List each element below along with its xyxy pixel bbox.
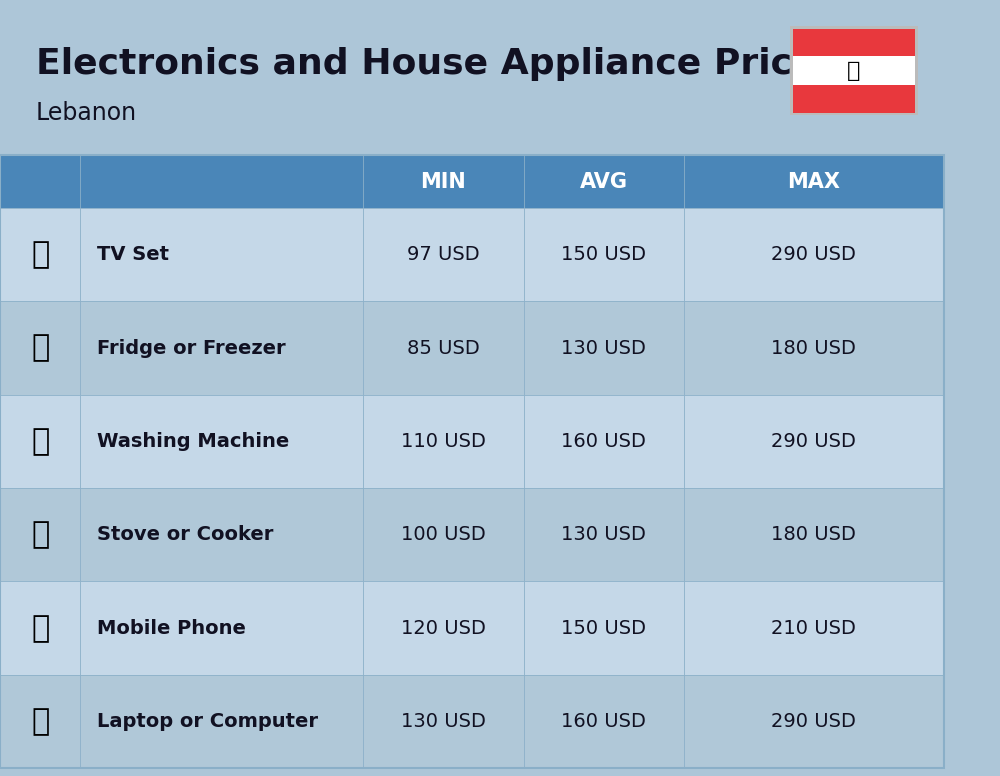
Bar — [524, 301, 684, 395]
Bar — [524, 675, 684, 768]
Text: TV Set: TV Set — [97, 245, 169, 264]
Text: 100 USD: 100 USD — [401, 525, 486, 544]
Bar — [793, 85, 915, 113]
Bar — [524, 581, 684, 675]
Text: 97 USD: 97 USD — [407, 245, 480, 264]
Text: 120 USD: 120 USD — [401, 618, 486, 638]
Bar — [793, 57, 915, 85]
Bar — [363, 395, 524, 488]
Bar — [684, 301, 944, 395]
Bar — [363, 675, 524, 768]
Text: 📺: 📺 — [31, 240, 49, 269]
Bar — [684, 208, 944, 301]
Bar — [684, 581, 944, 675]
Bar — [363, 581, 524, 675]
Text: 🫧: 🫧 — [31, 427, 49, 456]
Bar — [524, 155, 684, 208]
Text: 130 USD: 130 USD — [401, 712, 486, 731]
Bar — [80, 488, 363, 581]
Text: 130 USD: 130 USD — [561, 338, 646, 358]
Bar — [80, 675, 363, 768]
Text: 🔥: 🔥 — [31, 520, 49, 549]
Bar — [0, 395, 80, 488]
Bar — [363, 208, 524, 301]
Bar — [0, 675, 80, 768]
Bar — [80, 155, 363, 208]
Text: 130 USD: 130 USD — [561, 525, 646, 544]
Bar — [0, 488, 80, 581]
Text: 210 USD: 210 USD — [771, 618, 856, 638]
Bar — [793, 29, 915, 57]
Bar — [684, 675, 944, 768]
Text: 160 USD: 160 USD — [561, 712, 646, 731]
Text: MAX: MAX — [787, 171, 840, 192]
Bar — [524, 488, 684, 581]
Bar — [363, 301, 524, 395]
Text: Fridge or Freezer: Fridge or Freezer — [97, 338, 286, 358]
Bar — [363, 155, 524, 208]
Bar — [0, 208, 80, 301]
Text: 180 USD: 180 USD — [771, 525, 856, 544]
Bar — [80, 301, 363, 395]
Text: 150 USD: 150 USD — [561, 618, 646, 638]
Text: 💻: 💻 — [31, 707, 49, 736]
Bar — [0, 581, 80, 675]
Bar — [684, 488, 944, 581]
Bar — [524, 395, 684, 488]
Text: 180 USD: 180 USD — [771, 338, 856, 358]
Text: 290 USD: 290 USD — [771, 245, 856, 264]
Text: MIN: MIN — [421, 171, 466, 192]
Text: 150 USD: 150 USD — [561, 245, 646, 264]
Bar — [684, 155, 944, 208]
Text: 290 USD: 290 USD — [771, 432, 856, 451]
Text: 📱: 📱 — [31, 614, 49, 643]
Bar — [0, 155, 944, 768]
Bar — [80, 395, 363, 488]
Text: Stove or Cooker: Stove or Cooker — [97, 525, 274, 544]
Text: Washing Machine: Washing Machine — [97, 432, 289, 451]
Text: 160 USD: 160 USD — [561, 432, 646, 451]
Bar — [790, 26, 918, 115]
Text: 110 USD: 110 USD — [401, 432, 486, 451]
Text: 🌲: 🌲 — [847, 61, 861, 81]
Text: Lebanon: Lebanon — [36, 101, 137, 125]
Bar — [80, 581, 363, 675]
Bar — [363, 488, 524, 581]
Text: AVG: AVG — [580, 171, 628, 192]
Bar — [0, 155, 80, 208]
Bar — [684, 395, 944, 488]
Text: Electronics and House Appliance Prices: Electronics and House Appliance Prices — [36, 47, 838, 81]
Text: 85 USD: 85 USD — [407, 338, 480, 358]
Text: Laptop or Computer: Laptop or Computer — [97, 712, 318, 731]
Bar — [80, 208, 363, 301]
Text: 🧊: 🧊 — [31, 334, 49, 362]
Text: Mobile Phone: Mobile Phone — [97, 618, 246, 638]
Text: 290 USD: 290 USD — [771, 712, 856, 731]
Bar — [524, 208, 684, 301]
Bar — [0, 301, 80, 395]
